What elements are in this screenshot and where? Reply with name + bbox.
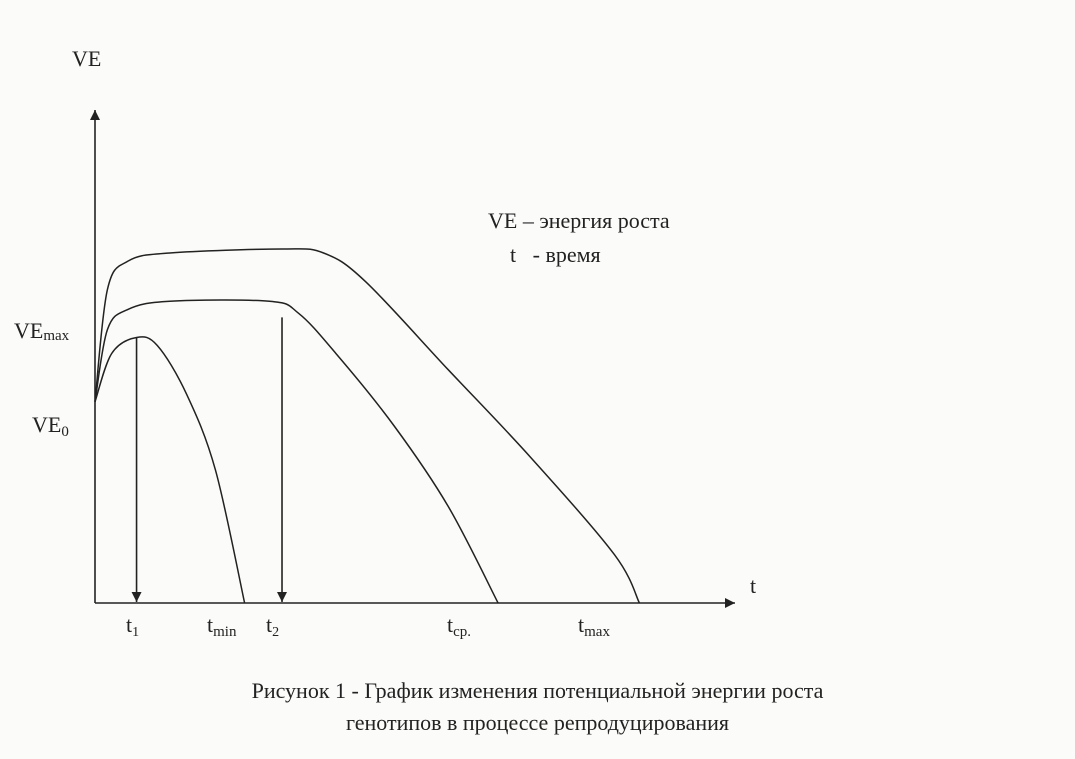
x-tick-t2: t2 <box>266 612 279 640</box>
x-tick-t1: t1 <box>126 612 139 640</box>
y-axis-label: VE <box>72 46 101 71</box>
y-tick-vemax: VEmax <box>14 318 70 344</box>
series-group <box>94 248 641 604</box>
curve-1 <box>94 248 641 604</box>
legend-line-1: VE – энергия роста <box>488 208 670 233</box>
x-tick-tmax: tmax <box>578 612 610 640</box>
legend-line-2: t - время <box>510 242 601 267</box>
y-tick-ve0: VE0 <box>32 412 69 440</box>
chart-area: VE t VEmax VE0 t1 tmin t2 tср. tmax VE –… <box>14 46 756 640</box>
caption-line-1: Рисунок 1 - График изменения потенциальн… <box>251 678 824 703</box>
x-axis-label: t <box>750 573 756 598</box>
curve-3 <box>94 336 246 604</box>
x-tick-tmin: tmin <box>207 612 237 640</box>
curve-2 <box>94 299 499 604</box>
x-tick-tcp: tср. <box>447 612 471 640</box>
caption-line-2: генотипов в процессе репродуцирования <box>345 710 729 735</box>
